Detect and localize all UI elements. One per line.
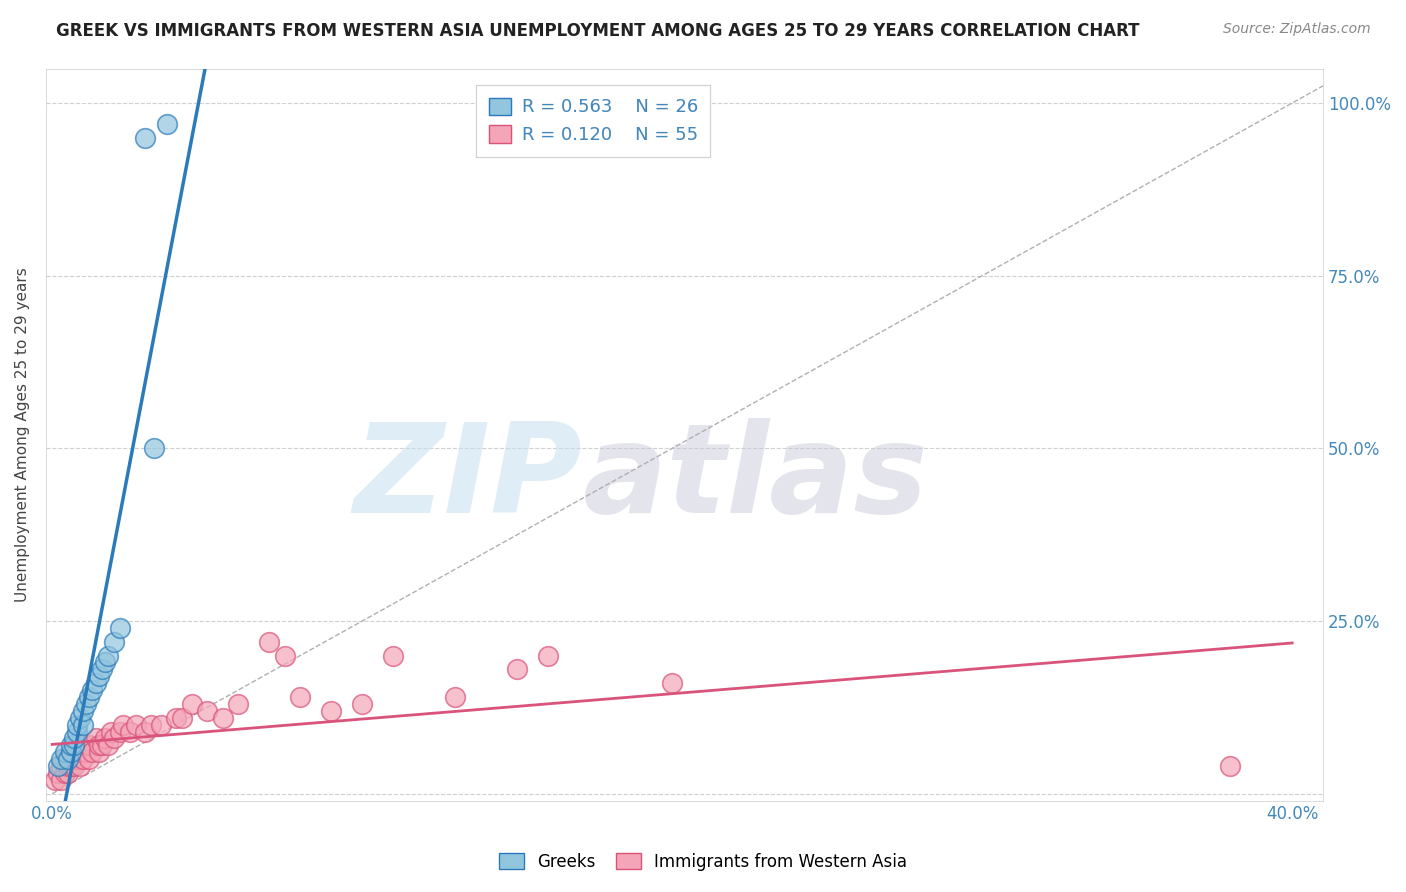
- Point: [59, 759, 82, 773]
- Point: [44, 772, 66, 787]
- Point: [79, 752, 101, 766]
- Point: [97, 648, 120, 663]
- Point: [84, 731, 107, 746]
- Point: [321, 704, 343, 718]
- Point: [82, 683, 104, 698]
- Legend: R = 0.563    N = 26, R = 0.120    N = 55: R = 0.563 N = 26, R = 0.120 N = 55: [477, 85, 710, 157]
- Point: [112, 717, 135, 731]
- Point: [75, 745, 97, 759]
- Point: [63, 759, 86, 773]
- Point: [69, 759, 91, 773]
- Point: [110, 621, 132, 635]
- Point: [97, 739, 120, 753]
- Point: [53, 752, 76, 766]
- Point: [66, 752, 89, 766]
- Point: [172, 711, 194, 725]
- Point: [87, 739, 110, 753]
- Point: [79, 690, 101, 704]
- Point: [537, 648, 560, 663]
- Text: Source: ZipAtlas.com: Source: ZipAtlas.com: [1223, 22, 1371, 37]
- Text: atlas: atlas: [582, 418, 928, 539]
- Point: [134, 130, 156, 145]
- Point: [90, 739, 112, 753]
- Point: [63, 739, 86, 753]
- Point: [94, 656, 117, 670]
- Point: [288, 690, 311, 704]
- Point: [143, 442, 166, 456]
- Point: [51, 752, 73, 766]
- Point: [103, 731, 125, 746]
- Point: [110, 724, 132, 739]
- Point: [156, 117, 179, 131]
- Point: [48, 766, 70, 780]
- Point: [273, 648, 295, 663]
- Point: [87, 745, 110, 759]
- Point: [59, 745, 82, 759]
- Point: [195, 704, 218, 718]
- Point: [257, 634, 280, 648]
- Point: [87, 669, 110, 683]
- Point: [134, 724, 156, 739]
- Point: [352, 697, 374, 711]
- Point: [90, 662, 112, 676]
- Point: [59, 745, 82, 759]
- Point: [84, 676, 107, 690]
- Point: [661, 676, 683, 690]
- Point: [165, 711, 187, 725]
- Point: [211, 711, 233, 725]
- Point: [63, 752, 86, 766]
- Point: [56, 766, 79, 780]
- Text: GREEK VS IMMIGRANTS FROM WESTERN ASIA UNEMPLOYMENT AMONG AGES 25 TO 29 YEARS COR: GREEK VS IMMIGRANTS FROM WESTERN ASIA UN…: [56, 22, 1140, 40]
- Point: [51, 772, 73, 787]
- Point: [53, 766, 76, 780]
- Point: [66, 717, 89, 731]
- Point: [72, 739, 94, 753]
- Point: [59, 739, 82, 753]
- Point: [180, 697, 202, 711]
- Point: [141, 717, 163, 731]
- Point: [125, 717, 148, 731]
- Point: [1219, 759, 1241, 773]
- Point: [506, 662, 529, 676]
- Y-axis label: Unemployment Among Ages 25 to 29 years: Unemployment Among Ages 25 to 29 years: [15, 268, 30, 602]
- Point: [149, 717, 172, 731]
- Legend: Greeks, Immigrants from Western Asia: Greeks, Immigrants from Western Asia: [491, 845, 915, 880]
- Point: [48, 759, 70, 773]
- Point: [82, 745, 104, 759]
- Point: [69, 745, 91, 759]
- Point: [63, 731, 86, 746]
- Point: [72, 704, 94, 718]
- Text: ZIP: ZIP: [354, 418, 582, 539]
- Point: [51, 759, 73, 773]
- Point: [72, 752, 94, 766]
- Point: [66, 724, 89, 739]
- Point: [69, 711, 91, 725]
- Point: [94, 731, 117, 746]
- Point: [56, 759, 79, 773]
- Point: [100, 724, 122, 739]
- Point: [118, 724, 141, 739]
- Point: [382, 648, 405, 663]
- Point: [72, 717, 94, 731]
- Point: [444, 690, 467, 704]
- Point: [79, 739, 101, 753]
- Point: [56, 752, 79, 766]
- Point: [53, 745, 76, 759]
- Point: [66, 745, 89, 759]
- Point: [226, 697, 249, 711]
- Point: [56, 752, 79, 766]
- Point: [103, 634, 125, 648]
- Point: [75, 697, 97, 711]
